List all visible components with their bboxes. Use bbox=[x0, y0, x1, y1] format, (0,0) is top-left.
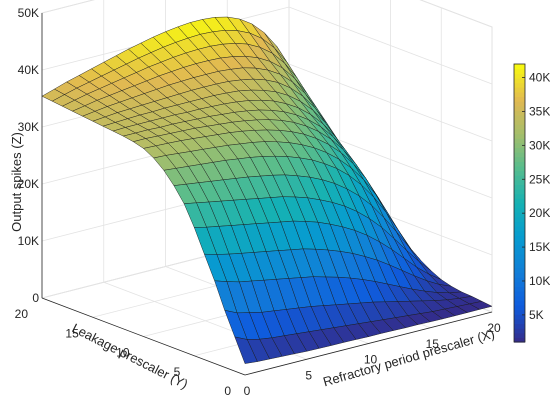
colorbar-band bbox=[514, 240, 525, 246]
x-tick-label: 5 bbox=[305, 368, 312, 382]
colorbar-frame bbox=[513, 63, 526, 343]
colorbar-band bbox=[514, 249, 525, 255]
colorbar-band bbox=[514, 156, 525, 162]
y-tick-label: 10 bbox=[116, 346, 130, 360]
colorbar-band bbox=[514, 203, 525, 209]
colorbar-band bbox=[514, 161, 525, 167]
colorbar-band bbox=[514, 332, 525, 338]
surface bbox=[41, 16, 493, 364]
colorbar-band bbox=[514, 277, 525, 283]
colorbar-band bbox=[514, 281, 525, 287]
colorbar-band bbox=[514, 300, 525, 306]
colorbar-band bbox=[514, 68, 525, 74]
colorbar-band bbox=[514, 101, 525, 107]
colorbar-tick-label: 10K bbox=[529, 274, 550, 288]
colorbar-band bbox=[514, 64, 525, 70]
colorbar-band bbox=[514, 291, 525, 297]
colorbar-band bbox=[514, 142, 525, 148]
colorbar-band bbox=[514, 263, 525, 269]
colorbar-band bbox=[514, 147, 525, 153]
z-tick-label: 10K bbox=[18, 234, 39, 248]
colorbar-band bbox=[514, 96, 525, 102]
colorbar-band bbox=[514, 337, 525, 343]
colorbar-band bbox=[514, 184, 525, 190]
colorbar-band bbox=[514, 198, 525, 204]
colorbar-band bbox=[514, 272, 525, 278]
colorbar-tick-label: 40K bbox=[529, 71, 550, 85]
colorbar-band bbox=[514, 304, 525, 311]
colorbar-tick-label: 20K bbox=[529, 206, 550, 220]
colorbar-band bbox=[514, 318, 525, 325]
colorbar-band bbox=[514, 165, 525, 172]
colorbar-band bbox=[514, 212, 525, 218]
colorbar-band bbox=[514, 77, 525, 84]
z-axis-label: Output spikes (Z) bbox=[9, 132, 24, 232]
y-tick-label: 0 bbox=[224, 384, 231, 398]
colorbar-band bbox=[514, 87, 525, 93]
colorbar-tick-label: 15K bbox=[529, 240, 550, 254]
x-axis-line bbox=[244, 311, 493, 376]
colorbar-band bbox=[514, 226, 525, 232]
x-tick-label: 20 bbox=[487, 321, 501, 335]
y-tick-label: 15 bbox=[65, 326, 79, 340]
colorbar-band bbox=[514, 73, 525, 79]
colorbar-band bbox=[514, 193, 525, 199]
colorbar-band bbox=[514, 128, 525, 135]
colorbar-band bbox=[514, 244, 525, 250]
colorbar-band bbox=[514, 91, 525, 98]
z-tick-label: 40K bbox=[18, 63, 39, 77]
surface-patch bbox=[234, 336, 258, 364]
colorbar-band bbox=[514, 267, 525, 274]
colorbar-tick-label: 5K bbox=[529, 308, 544, 322]
colorbar-band bbox=[514, 105, 525, 111]
colorbar-band bbox=[514, 309, 525, 315]
z-gridline bbox=[41, 0, 493, 28]
colorbar-tick-label: 25K bbox=[529, 172, 550, 186]
colorbar-band bbox=[514, 314, 525, 320]
colorbar-band bbox=[514, 323, 525, 329]
z-tick-label: 50K bbox=[18, 6, 39, 20]
colorbar-band bbox=[514, 216, 525, 223]
colorbar-band bbox=[514, 170, 525, 176]
y-tick-label: 20 bbox=[15, 307, 29, 321]
x-tick-label: 15 bbox=[426, 337, 440, 351]
x-tick-label: 0 bbox=[244, 384, 251, 398]
x-tick-label: 10 bbox=[364, 353, 378, 367]
colorbar-band bbox=[514, 258, 525, 264]
colorbar-band bbox=[514, 152, 525, 158]
colorbar-band bbox=[514, 179, 525, 186]
colorbar-band bbox=[514, 124, 525, 130]
colorbar-tick-label: 30K bbox=[529, 138, 550, 152]
colorbar-band bbox=[514, 286, 525, 292]
colorbar-band bbox=[514, 253, 525, 260]
colorbar-band bbox=[514, 175, 525, 181]
colorbar-band bbox=[514, 119, 525, 125]
colorbar-band bbox=[514, 133, 525, 139]
y-axis-line bbox=[41, 297, 246, 376]
colorbar-band bbox=[514, 114, 525, 121]
colorbar-band bbox=[514, 189, 525, 195]
colorbar-band bbox=[514, 207, 525, 213]
colorbar-band bbox=[514, 235, 525, 241]
colorbar-band bbox=[514, 82, 525, 88]
colorbar-band bbox=[514, 295, 525, 301]
colorbar-band bbox=[514, 110, 525, 116]
colorbar-band bbox=[514, 328, 525, 334]
colorbar: 5K 10K 15K 20K 25K 30K 35K 40K bbox=[513, 63, 550, 343]
z-tick-label: 20K bbox=[18, 177, 39, 191]
colorbar-band bbox=[514, 221, 525, 227]
y-tick-label: 5 bbox=[174, 365, 181, 379]
colorbar-tick-label: 35K bbox=[529, 104, 550, 118]
z-tick-label: 0 bbox=[32, 291, 39, 305]
colorbar-band bbox=[514, 230, 525, 237]
colorbar-band bbox=[514, 138, 525, 144]
z-tick-label: 30K bbox=[18, 120, 39, 134]
